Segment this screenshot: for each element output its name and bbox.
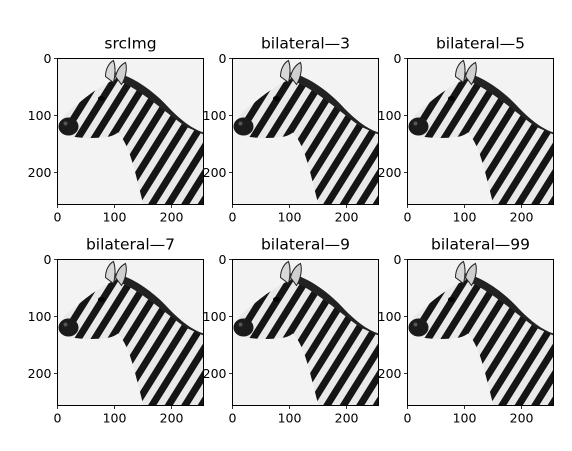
x-tick-label: 200 — [510, 411, 534, 426]
axes-frame — [407, 58, 554, 205]
y-tick-label: 0 — [44, 252, 52, 267]
zebra-image — [57, 58, 204, 205]
y-tick-label: 100 — [203, 309, 227, 324]
y-tick-label: 0 — [394, 252, 402, 267]
panel: bilateral—9 0 0 100 100 200 200 — [203, 236, 379, 426]
panel: bilateral—7 0 0 100 100 200 200 — [28, 236, 204, 426]
y-tick-label: 100 — [28, 309, 52, 324]
axes-frame — [407, 259, 554, 406]
x-tick-label: 100 — [278, 411, 302, 426]
x-tick-label: 0 — [54, 411, 62, 426]
panel-title: bilateral—5 — [436, 35, 525, 53]
x-tick-label: 100 — [278, 210, 302, 225]
panel: bilateral—5 0 0 100 100 200 200 — [378, 35, 554, 225]
x-tick-label: 200 — [510, 210, 534, 225]
x-tick-label: 100 — [103, 411, 127, 426]
axes-frame — [57, 259, 204, 406]
y-tick-label: 200 — [378, 366, 402, 381]
x-tick-label: 0 — [229, 411, 237, 426]
x-tick-label: 200 — [335, 210, 359, 225]
panel-title: bilateral—3 — [261, 35, 350, 53]
zebra-image — [232, 259, 379, 406]
y-tick-label: 200 — [203, 366, 227, 381]
panel-title: bilateral—99 — [431, 236, 530, 254]
zebra-image — [407, 259, 554, 406]
y-tick-label: 200 — [28, 366, 52, 381]
axes-frame — [57, 58, 204, 205]
panel-title: srcImg — [104, 35, 156, 53]
panel: srcImg 0 0 100 100 200 200 — [28, 35, 204, 225]
y-tick-label: 100 — [378, 108, 402, 123]
y-tick-label: 100 — [28, 108, 52, 123]
zebra-image — [232, 58, 379, 205]
x-tick-label: 200 — [160, 210, 184, 225]
x-tick-label: 0 — [404, 411, 412, 426]
y-tick-label: 0 — [219, 51, 227, 66]
x-tick-label: 100 — [103, 210, 127, 225]
y-tick-label: 0 — [394, 51, 402, 66]
axes-frame — [232, 259, 379, 406]
x-tick-label: 200 — [160, 411, 184, 426]
zebra-image — [407, 58, 554, 205]
panel-title: bilateral—9 — [261, 236, 350, 254]
x-tick-label: 0 — [229, 210, 237, 225]
x-tick-label: 200 — [335, 411, 359, 426]
x-tick-label: 100 — [453, 210, 477, 225]
x-tick-label: 0 — [54, 210, 62, 225]
y-tick-label: 200 — [378, 165, 402, 180]
y-tick-label: 0 — [44, 51, 52, 66]
panel-title: bilateral—7 — [86, 236, 175, 254]
zebra-image — [57, 259, 204, 406]
panel: bilateral—99 0 0 100 100 200 200 — [378, 236, 554, 426]
y-tick-label: 0 — [219, 252, 227, 267]
y-tick-label: 200 — [28, 165, 52, 180]
y-tick-label: 200 — [203, 165, 227, 180]
axes-frame — [232, 58, 379, 205]
y-tick-label: 100 — [378, 309, 402, 324]
panel: bilateral—3 0 0 100 100 200 200 — [203, 35, 379, 225]
x-tick-label: 100 — [453, 411, 477, 426]
y-tick-label: 100 — [203, 108, 227, 123]
x-tick-label: 0 — [404, 210, 412, 225]
